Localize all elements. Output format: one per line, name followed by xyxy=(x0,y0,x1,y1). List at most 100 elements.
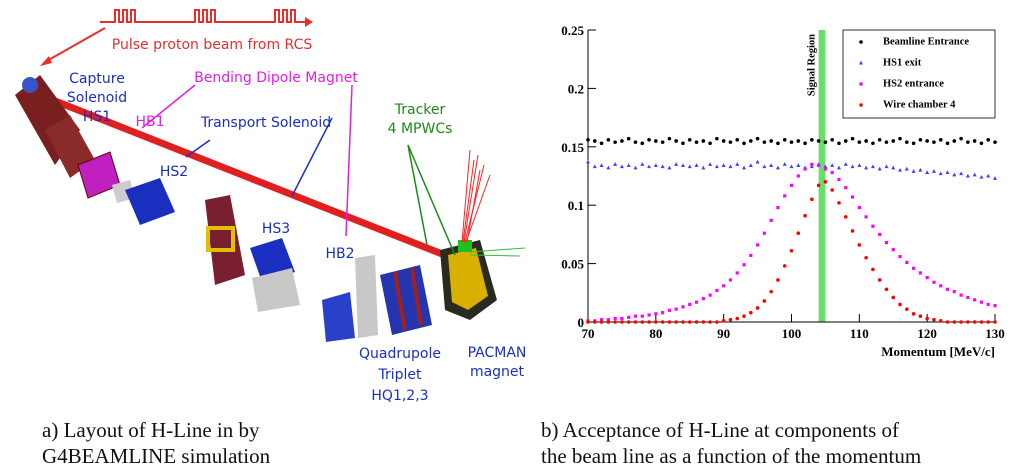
point xyxy=(729,278,732,281)
point xyxy=(966,174,970,178)
point xyxy=(620,317,623,320)
point xyxy=(939,171,943,175)
point xyxy=(729,140,733,144)
point xyxy=(973,139,977,143)
label: Pulse proton beam from RCS xyxy=(112,37,313,53)
point xyxy=(858,206,861,209)
point xyxy=(918,168,922,172)
hs2-solenoid xyxy=(125,178,175,225)
point xyxy=(715,164,719,168)
point xyxy=(898,255,901,258)
point xyxy=(586,138,590,142)
point xyxy=(681,163,685,167)
point xyxy=(871,268,875,272)
label: HQ1,2,3 xyxy=(371,388,428,404)
point xyxy=(796,139,800,143)
point xyxy=(607,320,611,324)
label: HB2 xyxy=(325,246,354,262)
label: Tracker xyxy=(394,102,446,118)
point xyxy=(953,320,957,324)
point xyxy=(749,139,753,143)
point xyxy=(925,317,929,321)
point xyxy=(803,141,807,145)
point xyxy=(606,166,610,170)
point xyxy=(919,138,923,142)
point xyxy=(905,307,909,311)
point xyxy=(783,162,787,166)
label: Capture xyxy=(69,71,125,87)
point xyxy=(661,164,665,168)
point xyxy=(762,164,766,168)
point xyxy=(769,139,773,143)
point xyxy=(844,139,848,143)
point xyxy=(844,162,848,166)
point xyxy=(973,298,976,301)
point xyxy=(627,316,630,319)
arrow xyxy=(408,145,455,255)
point xyxy=(979,175,983,179)
point xyxy=(959,171,963,175)
point xyxy=(946,288,949,291)
point xyxy=(891,296,895,300)
point xyxy=(959,294,962,297)
point xyxy=(640,162,644,166)
point xyxy=(661,140,665,144)
point xyxy=(837,141,841,145)
point xyxy=(647,138,651,142)
capture-end xyxy=(22,77,38,93)
legend-label: HS1 exit xyxy=(883,57,922,68)
point xyxy=(735,138,739,142)
point xyxy=(878,167,882,171)
point xyxy=(851,137,855,141)
point xyxy=(993,140,997,144)
x-tick-label: 80 xyxy=(649,326,662,341)
point xyxy=(878,278,882,282)
point xyxy=(770,219,773,222)
point xyxy=(837,201,841,205)
point xyxy=(695,163,699,167)
point xyxy=(980,320,984,324)
point xyxy=(885,241,888,244)
point xyxy=(844,215,848,219)
point xyxy=(620,320,624,324)
x-axis-label: Momentum [MeV/c] xyxy=(881,344,995,359)
point xyxy=(926,276,929,279)
point xyxy=(708,162,712,166)
point xyxy=(709,294,712,297)
point xyxy=(810,138,814,142)
point xyxy=(735,317,739,321)
point xyxy=(898,137,902,141)
point xyxy=(830,138,834,142)
signal-band xyxy=(819,30,826,322)
point xyxy=(776,141,780,145)
point xyxy=(749,254,752,257)
point xyxy=(742,314,746,318)
y-tick-label: 0.15 xyxy=(561,140,584,155)
point xyxy=(654,320,658,324)
point xyxy=(878,233,881,236)
point xyxy=(790,184,793,187)
point xyxy=(722,319,726,323)
point xyxy=(858,140,862,144)
y-tick-label: 0.2 xyxy=(568,81,584,96)
point xyxy=(871,141,875,145)
point xyxy=(729,318,733,322)
point xyxy=(817,184,821,188)
point xyxy=(905,140,909,144)
point xyxy=(865,215,868,218)
point xyxy=(946,320,950,324)
point xyxy=(980,301,983,304)
point xyxy=(959,320,963,324)
point xyxy=(898,168,902,172)
point xyxy=(756,137,760,141)
point xyxy=(681,305,684,308)
point xyxy=(627,320,631,324)
point xyxy=(681,141,685,145)
legend-label: Wire chamber 4 xyxy=(883,99,956,110)
point xyxy=(763,299,767,303)
point xyxy=(987,303,990,306)
point xyxy=(722,284,725,287)
point xyxy=(715,289,718,292)
point xyxy=(844,186,847,189)
y-tick-label: 0.1 xyxy=(568,198,584,213)
